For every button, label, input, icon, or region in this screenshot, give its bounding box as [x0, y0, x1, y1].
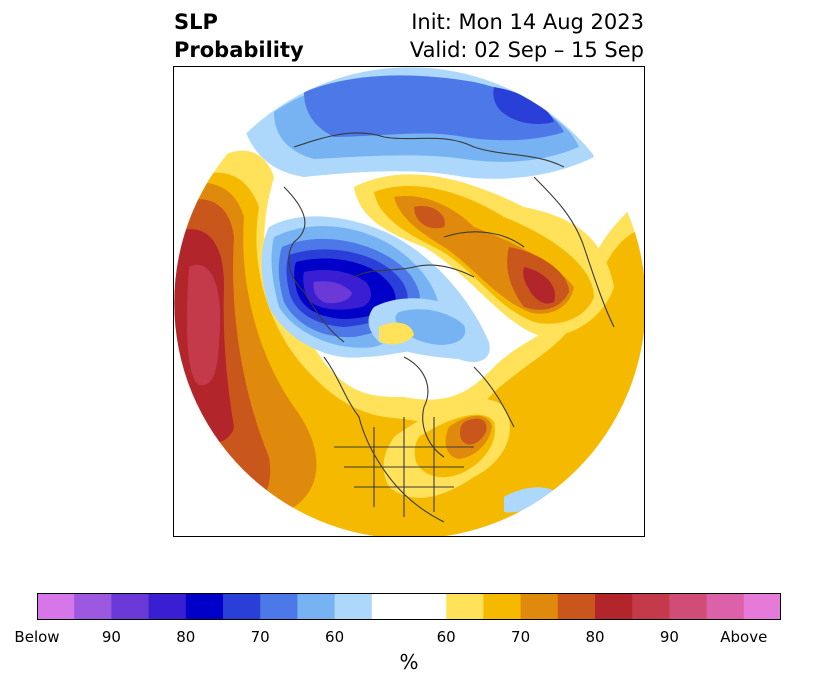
colorbar-tick-label: 90 [659, 628, 679, 646]
above-rose-west [186, 264, 221, 386]
probability-colorbar [37, 593, 781, 620]
colorbar-swatch [74, 593, 112, 620]
colorbar-tick-label: 70 [250, 628, 270, 646]
colorbar-swatch [669, 593, 708, 620]
map-title: SLP Probability [174, 8, 304, 64]
colorbar-swatch [632, 593, 670, 620]
colorbar-swatch [520, 593, 559, 620]
colorbar-swatch [371, 593, 447, 620]
colorbar-swatch [185, 593, 224, 620]
title-line-1: SLP [174, 10, 218, 34]
colorbar-swatch [223, 593, 261, 620]
below-darkblue-north [493, 87, 554, 124]
forecast-dates: Init: Mon 14 Aug 2023 Valid: 02 Sep – 15… [410, 8, 644, 64]
below-lightblue-atlantic [504, 487, 554, 513]
title-line-2: Probability [174, 38, 304, 62]
init-date: Init: Mon 14 Aug 2023 [411, 10, 644, 34]
colorbar-swatch [260, 593, 298, 620]
colorbar-tick-label: 90 [101, 628, 121, 646]
colorbar-swatch [37, 593, 75, 620]
colorbar-tick-label: 60 [436, 628, 456, 646]
colorbar-swatch [446, 593, 484, 620]
map-panel [173, 66, 645, 537]
colorbar-swatch [148, 593, 187, 620]
colorbar-swatch [706, 593, 745, 620]
above-rust-na [460, 418, 487, 445]
colorbar-swatch [595, 593, 633, 620]
above-red-europe [523, 267, 556, 304]
above-yellow-arctic [379, 322, 414, 345]
colorbar-swatch [297, 593, 336, 620]
colorbar-tick-label: 80 [585, 628, 605, 646]
probability-map [174, 67, 644, 536]
colorbar-swatch [111, 593, 150, 620]
colorbar-tick-label: Below [14, 628, 60, 646]
colorbar-swatch [334, 593, 373, 620]
colorbar-tick-label: 70 [511, 628, 531, 646]
units-label: % [399, 650, 419, 674]
coastlines [283, 132, 615, 523]
colorbar-tick-label: 80 [176, 628, 196, 646]
below-violet-pacific [313, 281, 352, 304]
valid-range: Valid: 02 Sep – 15 Sep [409, 38, 644, 62]
colorbar-border [37, 593, 781, 620]
colorbar-swatch [557, 593, 596, 620]
colorbar-swatch [743, 593, 781, 620]
colorbar-swatch [483, 593, 522, 620]
colorbar-tick-label: 60 [325, 628, 345, 646]
colorbar-tick-label: Above [720, 628, 768, 646]
